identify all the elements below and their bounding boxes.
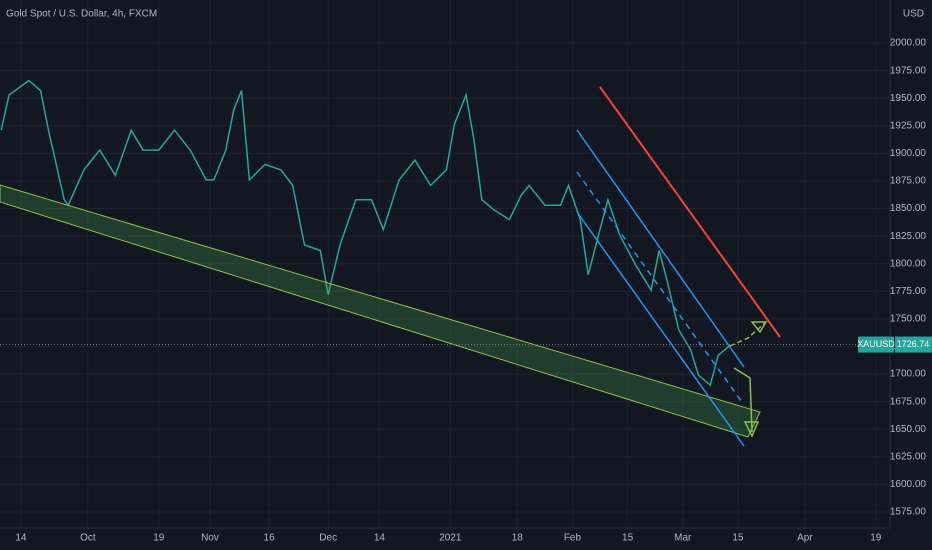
arrow-up bbox=[729, 321, 767, 347]
currency-label: USD bbox=[903, 9, 924, 20]
y-tick-label: 1950.00 bbox=[890, 93, 927, 104]
resistance-line bbox=[599, 86, 781, 338]
x-tick-label: 14 bbox=[15, 533, 27, 544]
x-tick-label: 18 bbox=[512, 533, 524, 544]
price-line bbox=[0, 79, 731, 387]
y-tick-label: 1975.00 bbox=[890, 65, 927, 76]
y-tick-label: 2000.00 bbox=[890, 38, 927, 49]
y-tick-label: 1650.00 bbox=[890, 424, 927, 435]
y-tick-label: 1625.00 bbox=[890, 451, 927, 462]
x-tick-label: 14 bbox=[374, 533, 386, 544]
x-tick-label: Mar bbox=[674, 533, 692, 544]
x-tick-label: 15 bbox=[622, 533, 634, 544]
x-tick-label: Feb bbox=[564, 533, 582, 544]
x-tick-label: 19 bbox=[153, 533, 165, 544]
chart-title: Gold Spot / U.S. Dollar, 4h, FXCM bbox=[6, 9, 157, 20]
x-tick-label: Oct bbox=[80, 533, 96, 544]
arrow-up-head bbox=[750, 321, 768, 334]
channel-lower bbox=[576, 211, 745, 447]
y-tick-label: 1775.00 bbox=[890, 286, 927, 297]
drawings bbox=[0, 86, 781, 447]
support-band bbox=[0, 184, 761, 438]
channel-middle bbox=[576, 171, 743, 403]
symbol-tag-label: XAUUSD bbox=[857, 339, 895, 349]
y-tick-label: 1875.00 bbox=[890, 176, 927, 187]
x-tick-label: Nov bbox=[201, 533, 219, 544]
arrow-down bbox=[733, 367, 753, 433]
channel-upper bbox=[576, 129, 745, 368]
y-tick-label: 1925.00 bbox=[890, 120, 927, 131]
y-tick-label: 1700.00 bbox=[890, 369, 927, 380]
y-tick-label: 1600.00 bbox=[890, 479, 927, 490]
y-tick-label: 1825.00 bbox=[890, 231, 927, 242]
x-tick-label: 2021 bbox=[439, 533, 462, 544]
y-tick-label: 1750.00 bbox=[890, 314, 927, 325]
y-tick-label: 1800.00 bbox=[890, 258, 927, 269]
price-tag bbox=[895, 336, 932, 353]
y-tick-label: 1850.00 bbox=[890, 203, 927, 214]
symbol-tag bbox=[858, 336, 894, 353]
x-tick-label: 16 bbox=[264, 533, 276, 544]
x-tick-label: 19 bbox=[870, 533, 882, 544]
arrow-down-head bbox=[743, 421, 760, 438]
y-tick-label: 1675.00 bbox=[890, 396, 927, 407]
x-tick-label: Apr bbox=[797, 533, 813, 544]
y-tick-label: 1575.00 bbox=[890, 507, 927, 518]
y-tick-label: 1900.00 bbox=[890, 148, 927, 159]
x-tick-label: Dec bbox=[319, 533, 337, 544]
price-tag-label: 1726.74 bbox=[897, 339, 930, 349]
x-tick-label: 15 bbox=[732, 533, 744, 544]
